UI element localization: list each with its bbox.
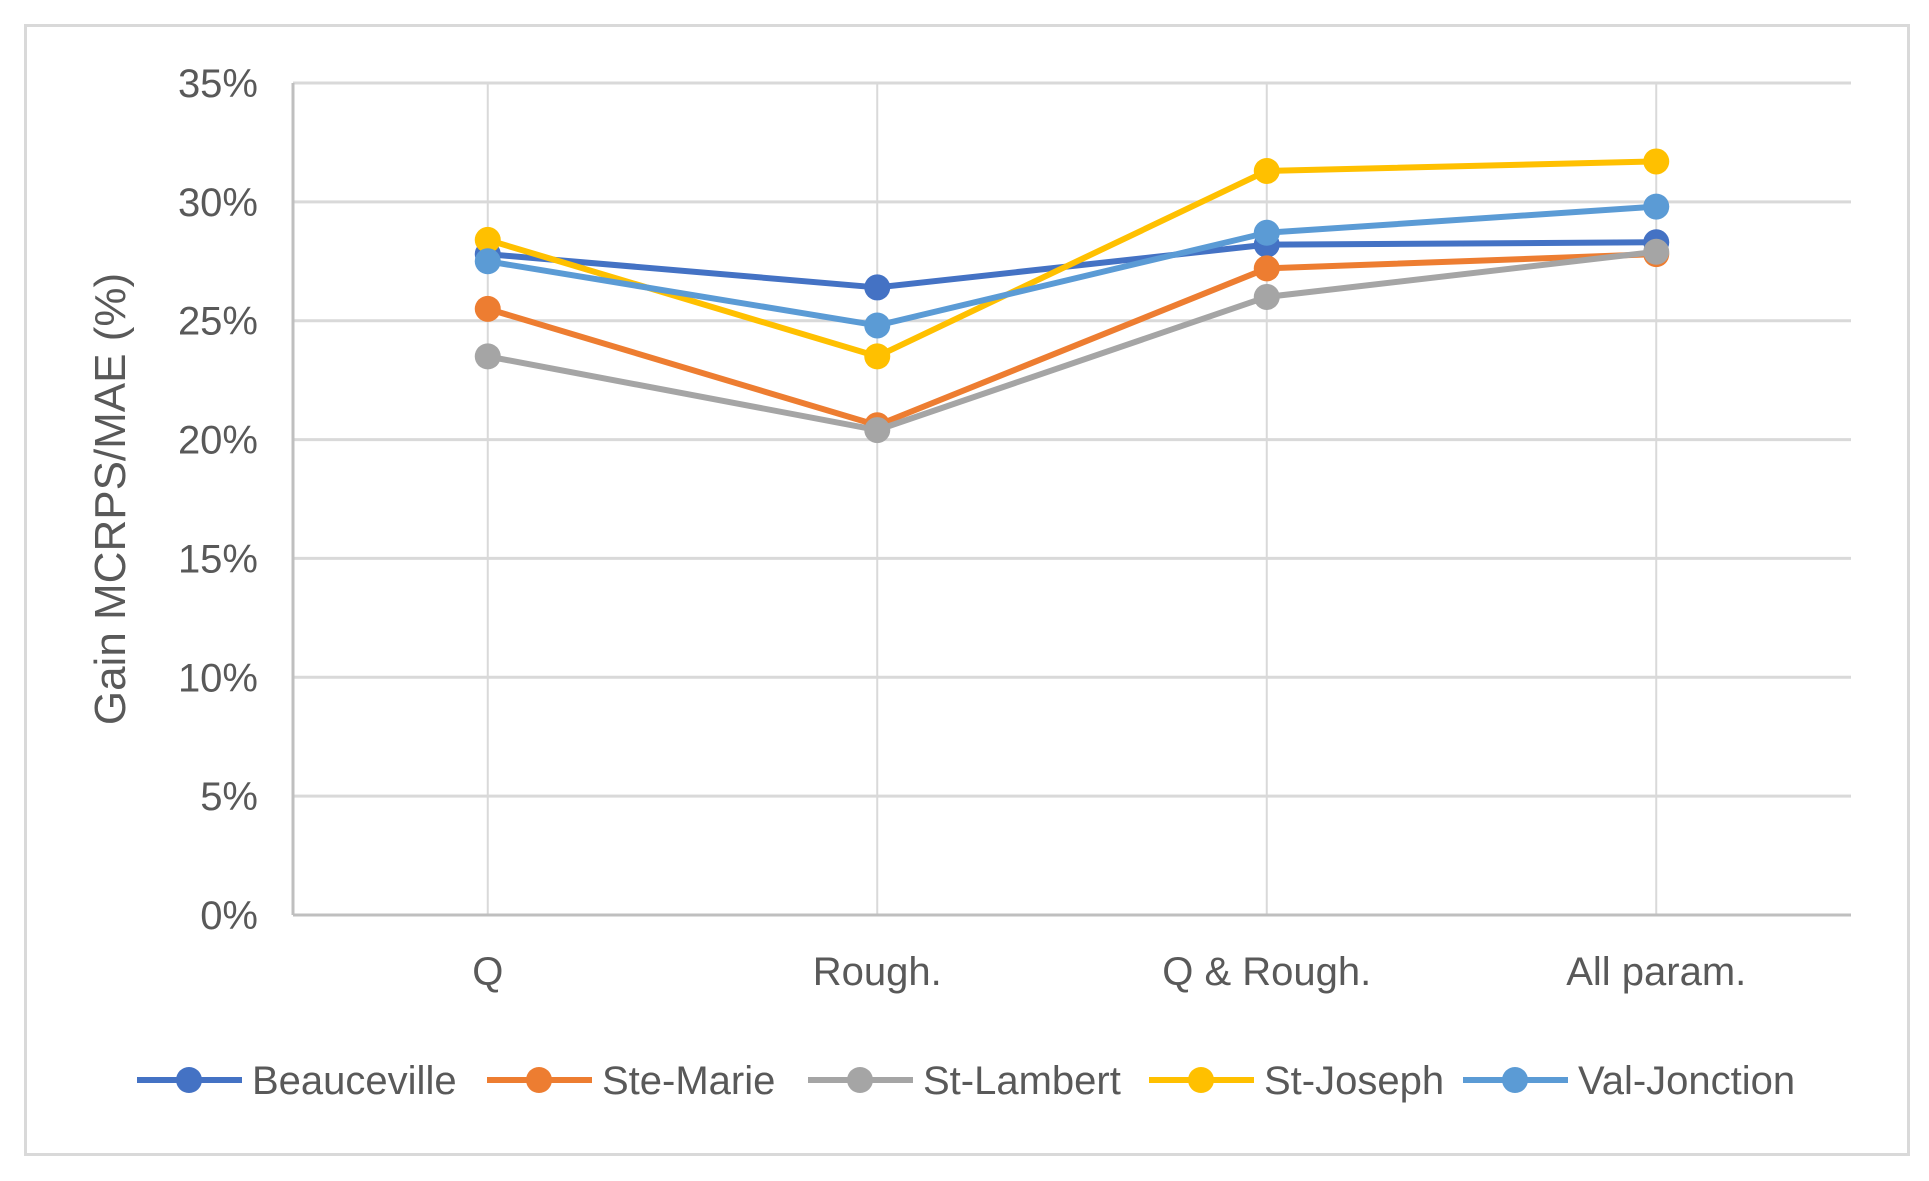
legend-item: St-Joseph (1149, 1059, 1444, 1103)
legend-swatch-marker (1502, 1067, 1528, 1093)
data-point (1643, 148, 1670, 175)
series-st-joseph (474, 148, 1670, 370)
y-tick-label: 35% (178, 62, 258, 106)
legend-item: Val-Jonction (1463, 1059, 1795, 1103)
data-point (1643, 193, 1670, 220)
legend-label: St-Lambert (923, 1059, 1121, 1103)
data-point (864, 312, 891, 339)
legend: Beauceville Ste-Marie St-Lambert St-Joseph V… (137, 1059, 1795, 1103)
data-point (474, 295, 501, 322)
legend-swatch-marker (526, 1067, 552, 1093)
legend-label: St-Joseph (1264, 1059, 1444, 1103)
data-point (1253, 157, 1280, 184)
y-tick-label: 25% (178, 300, 258, 344)
series-st-lambert (474, 238, 1670, 444)
y-tick-label: 0% (200, 894, 258, 938)
data-point (1253, 255, 1280, 282)
x-tick-label: Q & Rough. (1162, 950, 1371, 994)
legend-item: Beauceville (137, 1059, 457, 1103)
data-point (864, 417, 891, 444)
data-point (864, 274, 891, 301)
data-point (864, 343, 891, 370)
series-line (484, 203, 1660, 329)
series-line (484, 248, 1660, 434)
y-tick-label: 20% (178, 419, 258, 463)
series-line (484, 158, 1660, 360)
legend-swatch-marker (176, 1067, 202, 1093)
data-point (474, 248, 501, 275)
x-tick-label: All param. (1566, 950, 1746, 994)
x-tick-label: Q (472, 950, 503, 994)
y-tick-label: 30% (178, 181, 258, 225)
y-tick-label: 5% (200, 775, 258, 819)
series-layer (474, 148, 1670, 444)
legend-swatch-marker (847, 1067, 873, 1093)
data-point (1643, 238, 1670, 265)
series-val-jonction (474, 193, 1670, 339)
legend-item: St-Lambert (808, 1059, 1121, 1103)
x-tick-label: Rough. (813, 950, 942, 994)
y-tick-label: 10% (178, 656, 258, 700)
legend-label: Ste-Marie (602, 1059, 775, 1103)
legend-item: Ste-Marie (487, 1059, 775, 1103)
y-axis-title: Gain MCRPS/MAE (%) (86, 273, 135, 725)
legend-label: Beauceville (252, 1059, 457, 1103)
data-point (474, 226, 501, 253)
legend-swatch-marker (1188, 1067, 1214, 1093)
data-point (1253, 219, 1280, 246)
x-axis-ticks: Q Rough. Q & Rough. All param. (472, 950, 1746, 994)
series-line (484, 251, 1660, 429)
data-point (1253, 283, 1280, 310)
legend-label: Val-Jonction (1578, 1059, 1795, 1103)
y-tick-label: 15% (178, 537, 258, 581)
y-axis-ticks: 0% 5% 10% 15% 20% 25% 30% 35% (178, 62, 258, 938)
data-point (474, 343, 501, 370)
